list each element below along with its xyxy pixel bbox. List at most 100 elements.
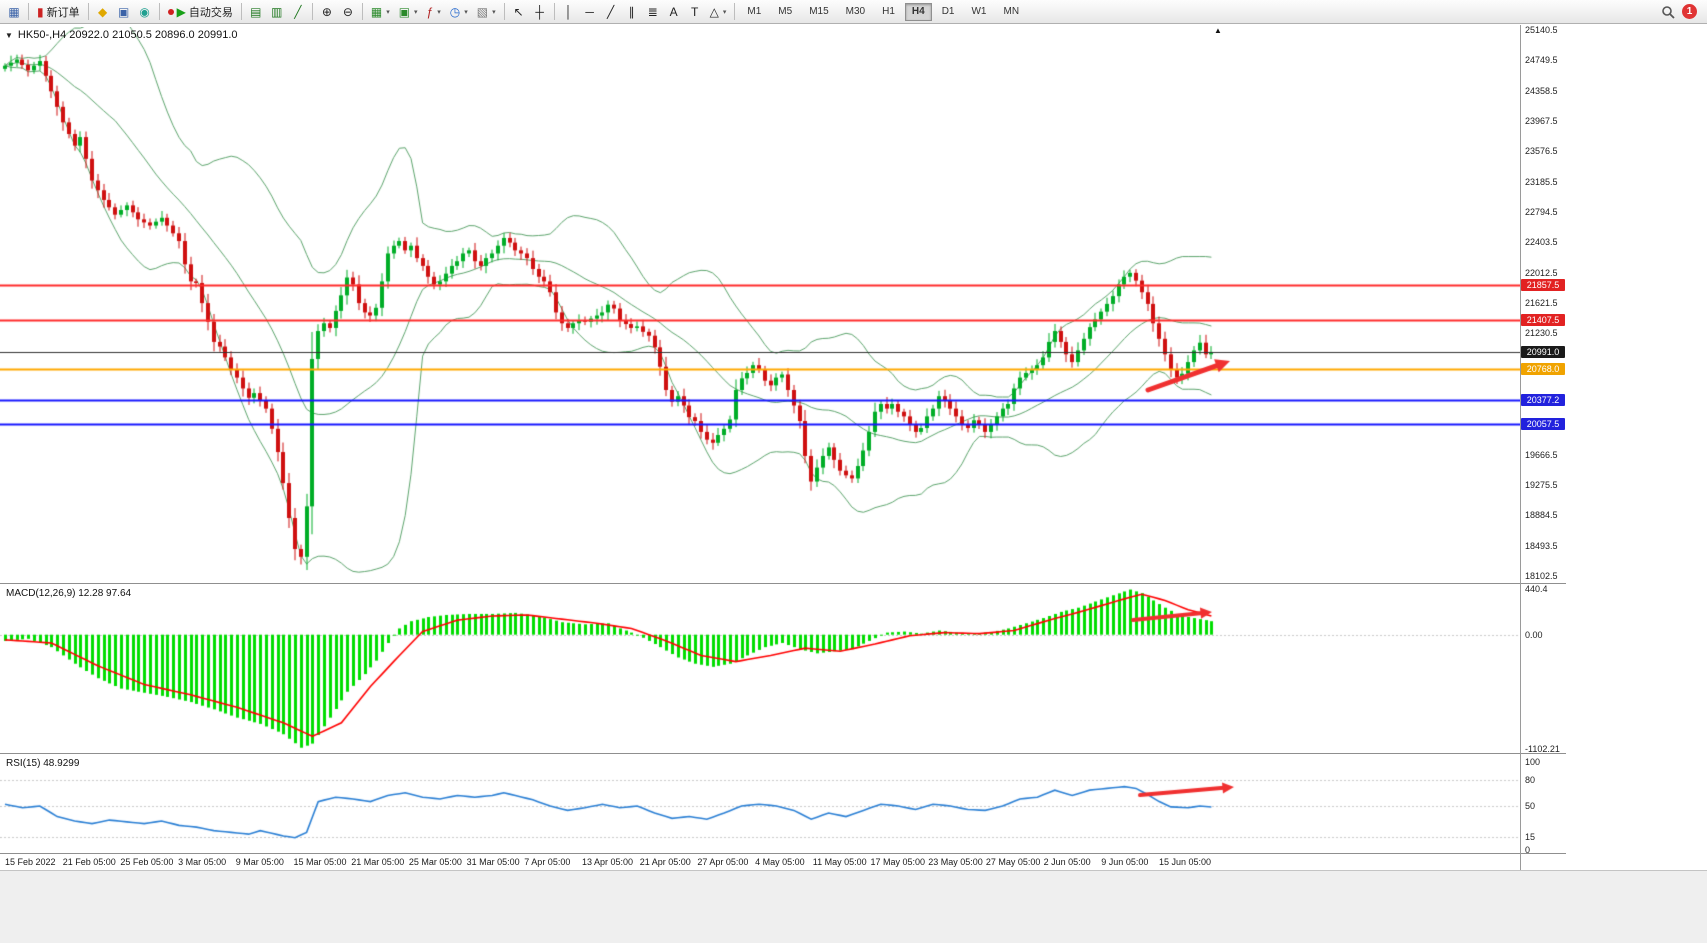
price-axis-label: 23967.5 — [1525, 116, 1558, 126]
price-tag: 20768.0 — [1521, 363, 1565, 376]
time-axis-label: 21 Apr 05:00 — [639, 857, 691, 867]
shapes-dropdown-button[interactable]: △ ▾ — [706, 2, 731, 22]
time-axis-label: 15 Feb 2022 — [5, 857, 56, 867]
price-tag: 21857.5 — [1521, 278, 1565, 291]
right-margin — [1566, 25, 1707, 870]
timeframe-W1[interactable]: W1 — [971, 6, 987, 17]
zoom-in-button[interactable]: ⊕ — [317, 2, 337, 22]
community-icon-button[interactable]: ◉ — [135, 2, 155, 22]
time-axis-label: 7 Apr 05:00 — [524, 857, 571, 867]
text-button[interactable]: A — [664, 2, 684, 22]
price-chart-canvas[interactable] — [0, 27, 1520, 583]
candlestick-chart-button[interactable]: ▥ — [267, 2, 287, 22]
time-axis-label: 13 Apr 05:00 — [582, 857, 634, 867]
price-axis-label: 23185.5 — [1525, 176, 1558, 187]
price-tag: 20057.5 — [1521, 418, 1565, 431]
price-axis-label: 19275.5 — [1525, 480, 1558, 490]
chart-shift-marker[interactable]: ▲ — [1214, 26, 1222, 35]
new-order-icon: ▮ — [37, 4, 44, 19]
channel-button[interactable]: ∥ — [622, 2, 642, 22]
vline-button[interactable]: │ — [559, 2, 579, 22]
time-axis-label: 3 Mar 05:00 — [178, 857, 227, 867]
rsi-axis-label: 80 — [1525, 774, 1536, 785]
price-axis-label: 24749.5 — [1525, 55, 1558, 66]
timeframe-M15[interactable]: M15 — [809, 6, 829, 17]
crosshair-button[interactable]: ┼ — [530, 2, 550, 22]
zoom-out-button[interactable]: ⊖ — [338, 2, 358, 22]
time-axis-label: 4 May 05:00 — [755, 857, 805, 867]
toolbar-separator — [503, 3, 505, 20]
timeframe-MN[interactable]: MN — [1003, 6, 1020, 17]
timeframe-H1[interactable]: H1 — [882, 6, 895, 17]
time-axis-label: 23 May 05:00 — [928, 857, 983, 867]
time-axis-label: 27 May 05:00 — [985, 857, 1041, 867]
panel-separator — [0, 583, 1566, 584]
price-axis-label: 18102.5 — [1525, 571, 1558, 581]
app-menu[interactable]: ▦ — [4, 2, 24, 22]
toolbar-right: 1 — [1661, 4, 1703, 19]
templates-button[interactable]: ▧ ▾ — [473, 2, 500, 22]
line-chart-button[interactable]: ╱ — [288, 2, 308, 22]
price-axis-label: 22794.5 — [1525, 207, 1558, 217]
price-axis-label: 18884.5 — [1525, 510, 1558, 521]
toolbar-separator — [158, 3, 160, 20]
price-tag: 20991.0 — [1521, 345, 1565, 358]
timeframe-M30[interactable]: M30 — [845, 6, 866, 17]
macd-axis-label: 0.00 — [1525, 629, 1543, 640]
window-bottom-area — [0, 870, 1707, 943]
indicators-button[interactable]: ƒ ▾ — [423, 2, 445, 22]
periods-button[interactable]: ◷ ▾ — [446, 2, 472, 22]
search-icon[interactable] — [1661, 5, 1675, 19]
toolbar-buttons: ▦ ▮ 新订单 ◆ ▣ ◉ ▶ 自动交易 ▤ ▥ ╱ ⊕ ⊖ ▦ ▾ ▣ ▾ ƒ ▾ ◷ ▾ ▧ ▾ ↖ ┼ │ ─ ╱ ∥ ≣ A T △ ▾ M… — [4, 0, 1027, 24]
notification-badge[interactable]: 1 — [1682, 4, 1697, 19]
price-axis-label: 19666.5 — [1525, 449, 1558, 460]
bar-chart-button[interactable]: ▤ — [246, 2, 266, 22]
time-axis[interactable]: 15 Feb 2022 21 Feb 05:00 25 Feb 05:00 3 Mar… — [0, 854, 1520, 870]
price-axis-label: 22403.5 — [1525, 237, 1558, 248]
timeframe-M5[interactable]: M5 — [778, 6, 793, 17]
periods-button-caret-icon: ▾ — [464, 8, 468, 16]
chart-profiles-button[interactable]: ▣ ▾ — [395, 2, 422, 22]
price-axis-border — [1520, 25, 1521, 870]
cursor-icon: ↖ — [513, 4, 524, 19]
rsi-chart-canvas[interactable] — [0, 754, 1520, 854]
crosshair-icon: ┼ — [535, 4, 544, 19]
fibonacci-button[interactable]: ≣ — [643, 2, 663, 22]
macd-chart-canvas[interactable] — [0, 584, 1520, 753]
autotrade-icon: ▶ — [176, 4, 186, 19]
price-axis-label: 25140.5 — [1525, 25, 1558, 35]
time-axis-label: 15 Jun 05:00 — [1159, 857, 1212, 867]
hline-button[interactable]: ─ — [580, 2, 600, 22]
trendline-button[interactable]: ╱ — [601, 2, 621, 22]
timeframe-D1[interactable]: D1 — [941, 6, 955, 17]
time-axis-label: 25 Feb 05:00 — [120, 857, 174, 867]
timeframe-H4[interactable]: H4 — [904, 2, 932, 21]
chart-title: HK50-,H4 20922.0 21050.5 20896.0 20991.0 — [17, 29, 238, 41]
new-order-button[interactable]: ▮ 新订单 — [33, 2, 84, 22]
gold-icon-button[interactable]: ◆ — [93, 2, 113, 22]
candlestick-chart-icon: ▥ — [271, 4, 283, 19]
timeframe-M1[interactable]: M1 — [747, 6, 762, 17]
collapse-icon[interactable]: ▼ — [5, 30, 13, 40]
price-axis-label: 21230.5 — [1525, 328, 1558, 339]
time-axis-label: 9 Mar 05:00 — [235, 857, 284, 867]
chart-profiles-icon: ▣ — [398, 4, 411, 19]
community-icon-icon: ◉ — [139, 4, 150, 19]
accounts-icon-button[interactable]: ▣ — [114, 2, 134, 22]
rsi-label: RSI(15) 48.9299 — [6, 758, 80, 769]
price-axis-label: 24358.5 — [1525, 85, 1558, 96]
trendline-icon: ╱ — [607, 4, 615, 19]
text-icon: A — [669, 4, 678, 19]
time-axis-label: 25 Mar 05:00 — [408, 857, 462, 867]
time-axis-label: 2 Jun 05:00 — [1043, 857, 1091, 867]
new-chart-icon: ▦ — [370, 4, 383, 19]
autotrade-button[interactable]: ▶ 自动交易 — [164, 2, 237, 22]
templates-button-caret-icon: ▾ — [492, 8, 496, 16]
time-axis-label: 15 Mar 05:00 — [293, 857, 347, 867]
label-button[interactable]: T — [685, 2, 705, 22]
zoom-in-icon: ⊕ — [321, 4, 332, 19]
cursor-button[interactable]: ↖ — [509, 2, 529, 22]
fibonacci-icon: ≣ — [647, 4, 658, 19]
new-chart-button[interactable]: ▦ ▾ — [367, 2, 394, 22]
